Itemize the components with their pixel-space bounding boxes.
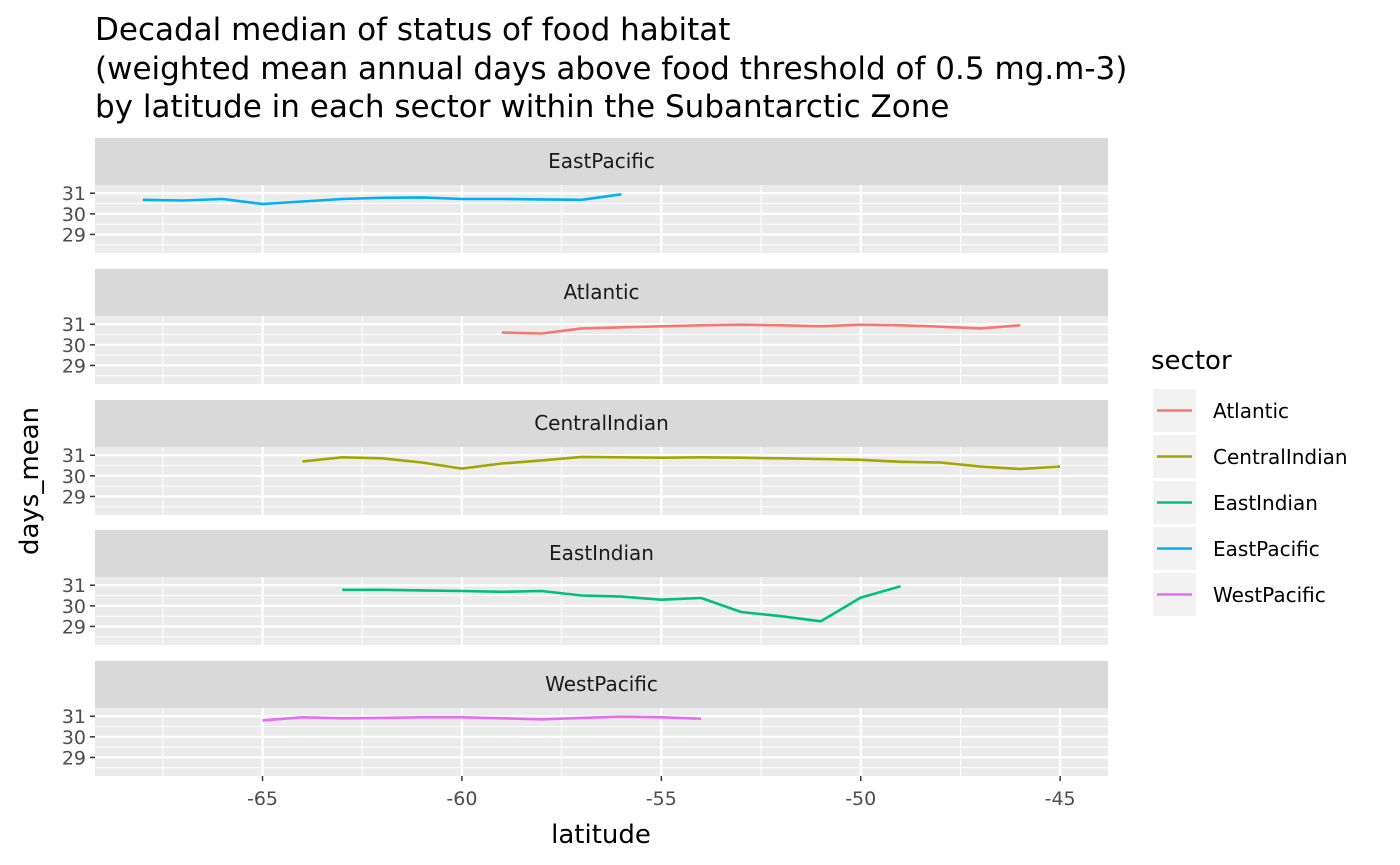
chart-title: Decadal median of status of food habitat… [95, 12, 1127, 125]
y-tick-label: 30 [62, 727, 86, 749]
legend-item-west-pacific: WestPacific [1153, 573, 1326, 616]
facet-strip [95, 269, 1108, 316]
facet-panels: EastPacific293031Atlantic293031CentralIn… [62, 138, 1108, 776]
legend: sector Atlantic CentralIndian EastIndian Ea… [1151, 346, 1348, 616]
y-tick-label: 30 [62, 596, 86, 618]
facet-strip-label: CentralIndian [534, 411, 669, 435]
facet-strip [95, 138, 1108, 185]
x-axis-title: latitude [551, 820, 651, 850]
legend-item-east-indian: EastIndian [1153, 481, 1318, 524]
series-line-atlantic [501, 323, 1021, 335]
legend-label: CentralIndian [1213, 445, 1348, 469]
legend-label: WestPacific [1213, 583, 1326, 607]
facet-strip [95, 400, 1108, 447]
y-tick-label: 30 [62, 466, 86, 488]
facet-strip-label: Atlantic [563, 280, 639, 304]
y-tick-label: 29 [62, 747, 86, 769]
series-line-central-indian [302, 455, 1061, 471]
facet-strip-label: EastIndian [549, 541, 654, 565]
facet-strip [95, 661, 1108, 708]
y-tick-label: 29 [62, 224, 86, 246]
title-line-3: by latitude in each sector within the Su… [95, 89, 949, 125]
x-tick-label: -55 [646, 788, 677, 810]
x-axis: -65 -60 -55 -50 -45 [247, 776, 1076, 810]
series-line-east-indian [342, 585, 901, 623]
title-line-2: (weighted mean annual days above food th… [95, 51, 1127, 87]
y-tick-label: 29 [62, 355, 86, 377]
series-line-east-pacific [142, 193, 622, 206]
y-axis-title: days_mean [15, 407, 45, 555]
panel-background [95, 577, 1108, 645]
legend-item-east-pacific: EastPacific [1153, 527, 1320, 570]
y-tick-label: 29 [62, 486, 86, 508]
y-tick-label: 31 [62, 575, 86, 597]
x-tick-label: -45 [1045, 788, 1076, 810]
y-tick-label: 29 [62, 616, 86, 638]
y-tick-label: 31 [62, 445, 86, 467]
legend-item-atlantic: Atlantic [1153, 389, 1289, 432]
facet-strip [95, 530, 1108, 577]
x-tick-label: -60 [446, 788, 477, 810]
y-tick-label: 31 [62, 183, 86, 205]
y-tick-label: 31 [62, 314, 86, 336]
y-tick-label: 30 [62, 204, 86, 226]
x-tick-label: -50 [845, 788, 876, 810]
legend-title: sector [1151, 346, 1232, 376]
x-tick-label: -65 [247, 788, 278, 810]
panel-background [95, 185, 1108, 253]
legend-item-central-indian: CentralIndian [1153, 435, 1348, 478]
facet-strip-label: EastPacific [548, 149, 655, 173]
title-line-1: Decadal median of status of food habitat [95, 12, 730, 48]
series-line-west-pacific [262, 715, 702, 722]
legend-label: Atlantic [1213, 399, 1289, 423]
y-tick-label: 31 [62, 706, 86, 728]
facet-strip-label: WestPacific [545, 672, 658, 696]
legend-label: EastIndian [1213, 491, 1318, 515]
legend-label: EastPacific [1213, 537, 1320, 561]
y-tick-label: 30 [62, 335, 86, 357]
